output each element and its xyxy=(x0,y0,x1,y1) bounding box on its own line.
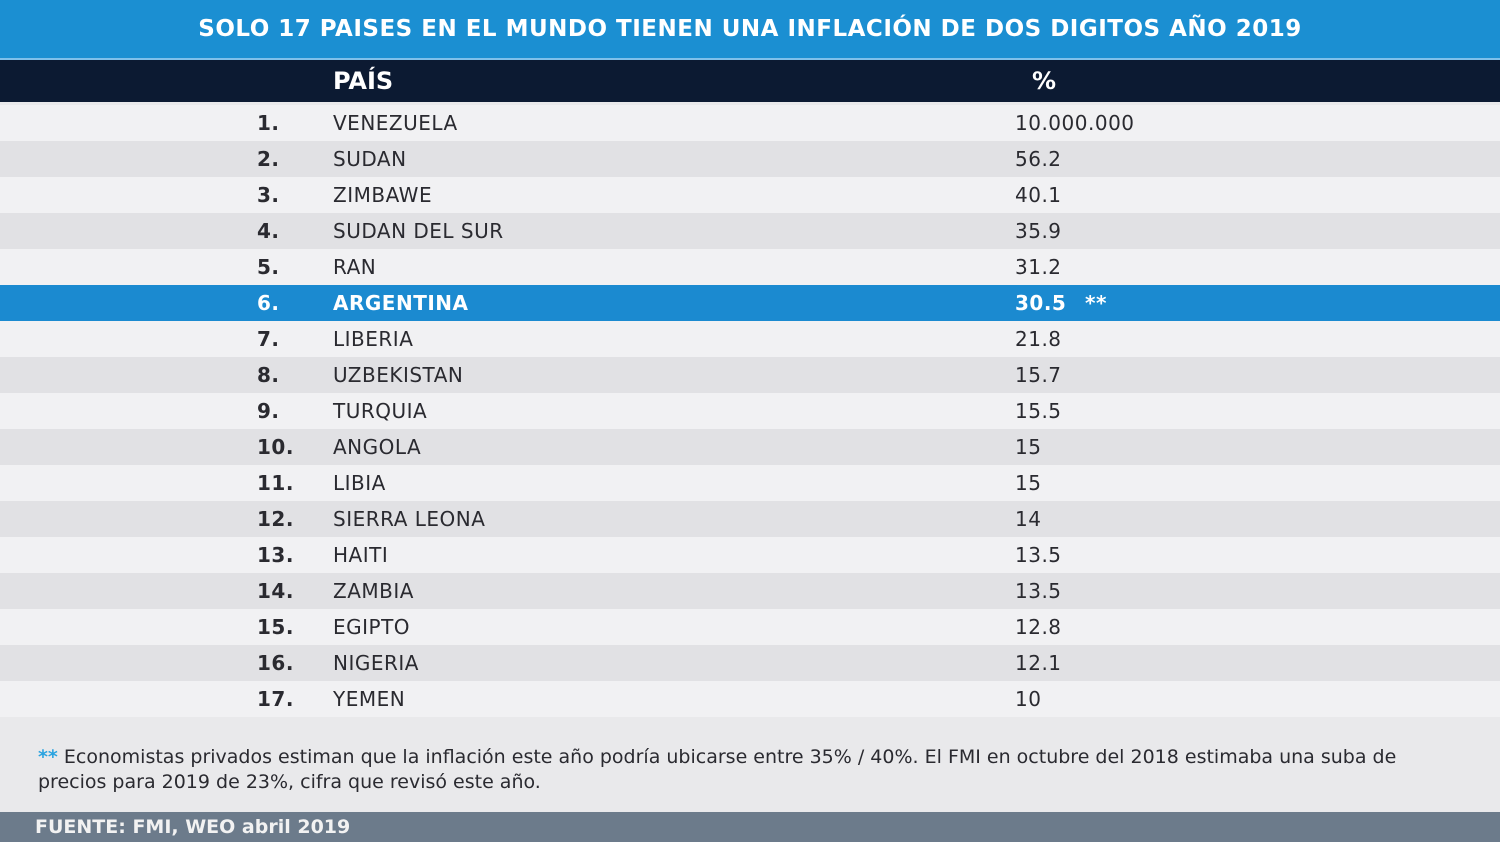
table-row: 2. SUDAN 56.2 xyxy=(0,141,1500,177)
value-cell: 40.1 xyxy=(1015,183,1062,207)
rank-cell: 7. xyxy=(257,327,280,351)
note-marker: ** xyxy=(1085,291,1107,315)
country-cell: SIERRA LEONA xyxy=(333,507,486,531)
column-header-percent: % xyxy=(1032,67,1057,95)
value-cell: 15 xyxy=(1015,471,1042,495)
country-cell: SUDAN xyxy=(333,147,407,171)
rank-cell: 11. xyxy=(257,471,294,495)
rank-cell: 3. xyxy=(257,183,280,207)
country-cell: ARGENTINA xyxy=(333,291,469,315)
column-header-country: PAÍS xyxy=(333,67,394,95)
table-row: 11. LIBIA 15 xyxy=(0,465,1500,501)
table-row: 16. NIGERIA 12.1 xyxy=(0,645,1500,681)
rank-cell: 9. xyxy=(257,399,280,423)
value-cell: 15 xyxy=(1015,435,1042,459)
chart-title: SOLO 17 PAISES EN EL MUNDO TIENEN UNA IN… xyxy=(0,0,1500,58)
value-cell: 35.9 xyxy=(1015,219,1062,243)
rank-cell: 13. xyxy=(257,543,294,567)
table-row-highlighted: 6. ARGENTINA 30.5 ** xyxy=(0,285,1500,321)
country-cell: RAN xyxy=(333,255,377,279)
rank-cell: 16. xyxy=(257,651,294,675)
value-cell: 15.5 xyxy=(1015,399,1062,423)
source-text: FUENTE: FMI, WEO abril 2019 xyxy=(35,816,351,838)
value-cell: 14 xyxy=(1015,507,1042,531)
footnote: ** Economistas privados estiman que la i… xyxy=(38,745,1468,795)
country-cell: ANGOLA xyxy=(333,435,422,459)
table-row: 15. EGIPTO 12.8 xyxy=(0,609,1500,645)
table-row: 14. ZAMBIA 13.5 xyxy=(0,573,1500,609)
table-row: 7. LIBERIA 21.8 xyxy=(0,321,1500,357)
rank-cell: 4. xyxy=(257,219,280,243)
value-cell: 56.2 xyxy=(1015,147,1062,171)
rank-cell: 14. xyxy=(257,579,294,603)
rank-cell: 12. xyxy=(257,507,294,531)
footnote-text: Economistas privados estiman que la infl… xyxy=(38,746,1397,793)
table-row: 12. SIERRA LEONA 14 xyxy=(0,501,1500,537)
value-cell: 13.5 xyxy=(1015,543,1062,567)
rank-cell: 2. xyxy=(257,147,280,171)
country-cell: SUDAN DEL SUR xyxy=(333,219,504,243)
table-row: 8. UZBEKISTAN 15.7 xyxy=(0,357,1500,393)
table-header: PAÍS % xyxy=(0,60,1500,102)
country-cell: HAITI xyxy=(333,543,389,567)
country-cell: UZBEKISTAN xyxy=(333,363,464,387)
rank-cell: 5. xyxy=(257,255,280,279)
country-cell: EGIPTO xyxy=(333,615,411,639)
table-row: 10. ANGOLA 15 xyxy=(0,429,1500,465)
country-cell: VENEZUELA xyxy=(333,111,458,135)
table-row: 3. ZIMBAWE 40.1 xyxy=(0,177,1500,213)
value-cell: 31.2 xyxy=(1015,255,1062,279)
country-cell: YEMEN xyxy=(333,687,406,711)
table-row: 5. RAN 31.2 xyxy=(0,249,1500,285)
table-row: 1. VENEZUELA 10.000.000 xyxy=(0,105,1500,141)
value-cell: 13.5 xyxy=(1015,579,1062,603)
country-cell: NIGERIA xyxy=(333,651,419,675)
value-cell: 15.7 xyxy=(1015,363,1062,387)
country-cell: ZIMBAWE xyxy=(333,183,433,207)
title-divider xyxy=(0,58,1500,60)
value-cell: 10 xyxy=(1015,687,1042,711)
country-cell: LIBIA xyxy=(333,471,386,495)
rank-cell: 6. xyxy=(257,291,280,315)
country-cell: LIBERIA xyxy=(333,327,414,351)
rank-cell: 17. xyxy=(257,687,294,711)
value-cell: 10.000.000 xyxy=(1015,111,1135,135)
table-row: 13. HAITI 13.5 xyxy=(0,537,1500,573)
table-body: 1. VENEZUELA 10.000.000 2. SUDAN 56.2 3. ZIMBAW… xyxy=(0,105,1500,717)
footnote-stars: ** xyxy=(38,746,58,768)
source-footer: FUENTE: FMI, WEO abril 2019 xyxy=(0,812,1500,842)
country-cell: ZAMBIA xyxy=(333,579,414,603)
table-row: 17. YEMEN 10 xyxy=(0,681,1500,717)
value-cell: 12.1 xyxy=(1015,651,1062,675)
value-cell: 21.8 xyxy=(1015,327,1062,351)
rank-cell: 8. xyxy=(257,363,280,387)
country-cell: TURQUIA xyxy=(333,399,428,423)
value-cell: 30.5 xyxy=(1015,291,1067,315)
table-row: 4. SUDAN DEL SUR 35.9 xyxy=(0,213,1500,249)
table-row: 9. TURQUIA 15.5 xyxy=(0,393,1500,429)
rank-cell: 10. xyxy=(257,435,294,459)
rank-cell: 1. xyxy=(257,111,280,135)
rank-cell: 15. xyxy=(257,615,294,639)
value-cell: 12.8 xyxy=(1015,615,1062,639)
